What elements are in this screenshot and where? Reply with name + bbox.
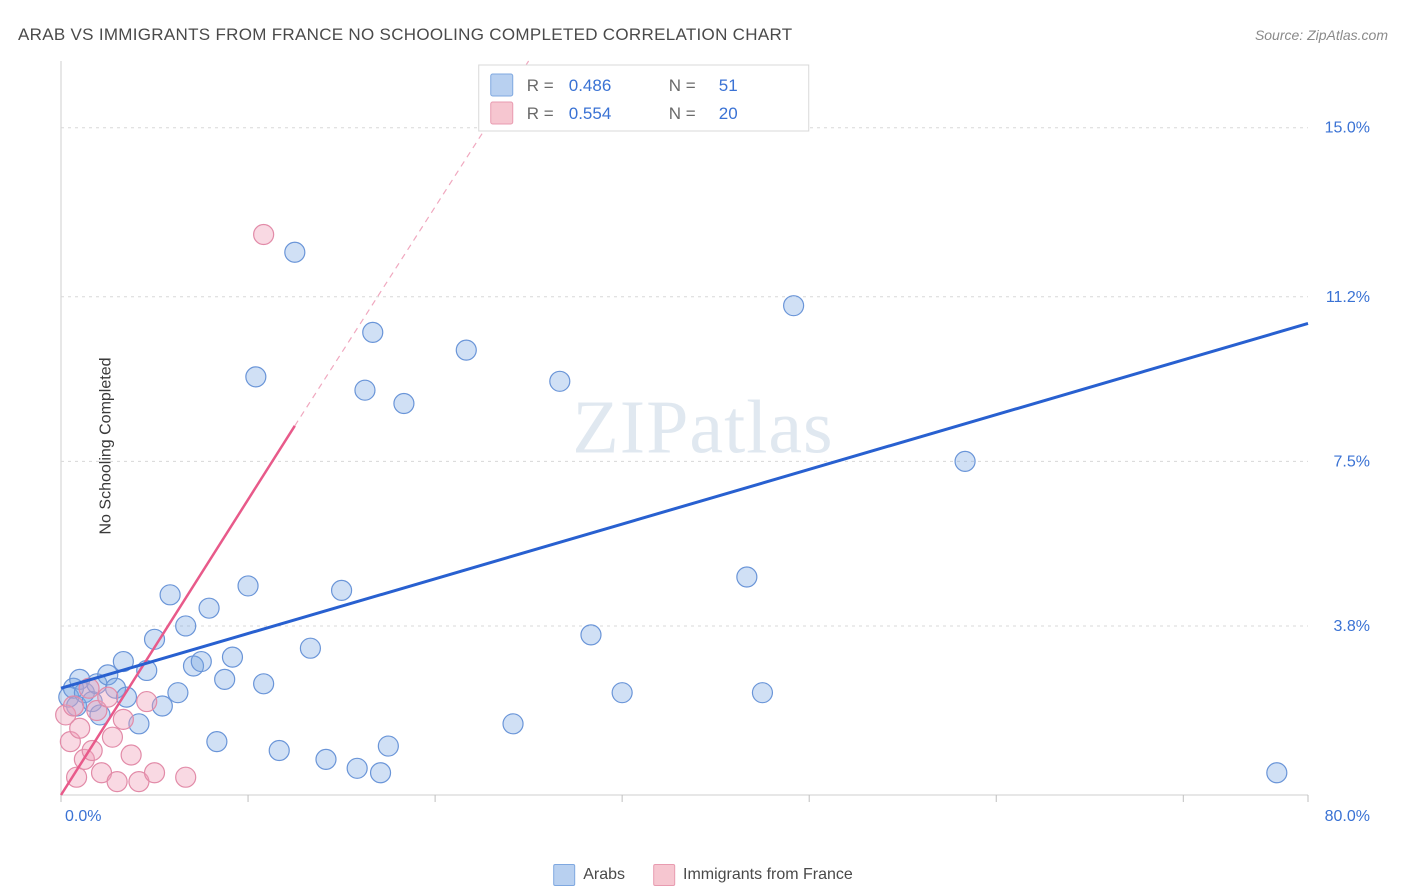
svg-text:0.554: 0.554: [569, 104, 612, 123]
svg-text:11.2%: 11.2%: [1326, 289, 1370, 306]
svg-text:51: 51: [719, 76, 738, 95]
svg-text:80.0%: 80.0%: [1325, 808, 1370, 825]
legend-swatch-icon: [553, 864, 575, 886]
svg-text:15.0%: 15.0%: [1325, 120, 1370, 137]
legend-label: Immigrants from France: [683, 866, 853, 884]
scatter-chart: 3.8% 7.5% 11.2% 15.0% 0.0% 80.0% R = 0.486 N = 51…: [53, 55, 1388, 835]
legend-swatch-icon: [653, 864, 675, 886]
svg-text:R =: R =: [527, 76, 554, 95]
chart-title: ARAB VS IMMIGRANTS FROM FRANCE NO SCHOOL…: [18, 25, 792, 45]
svg-text:0.486: 0.486: [569, 76, 612, 95]
legend-label: Arabs: [583, 866, 625, 884]
svg-text:R =: R =: [527, 104, 554, 123]
svg-text:N =: N =: [669, 76, 696, 95]
svg-text:7.5%: 7.5%: [1334, 453, 1370, 470]
svg-text:0.0%: 0.0%: [65, 808, 101, 825]
chart-svg: 3.8% 7.5% 11.2% 15.0% 0.0% 80.0% R = 0.486 N = 51…: [53, 55, 1388, 835]
svg-text:3.8%: 3.8%: [1334, 618, 1370, 635]
svg-text:N =: N =: [669, 104, 696, 123]
source-attribution: Source: ZipAtlas.com: [1255, 27, 1388, 43]
legend-item-arabs: Arabs: [553, 864, 625, 886]
bottom-legend: Arabs Immigrants from France: [553, 864, 853, 886]
svg-text:20: 20: [719, 104, 738, 123]
legend-item-france: Immigrants from France: [653, 864, 853, 886]
